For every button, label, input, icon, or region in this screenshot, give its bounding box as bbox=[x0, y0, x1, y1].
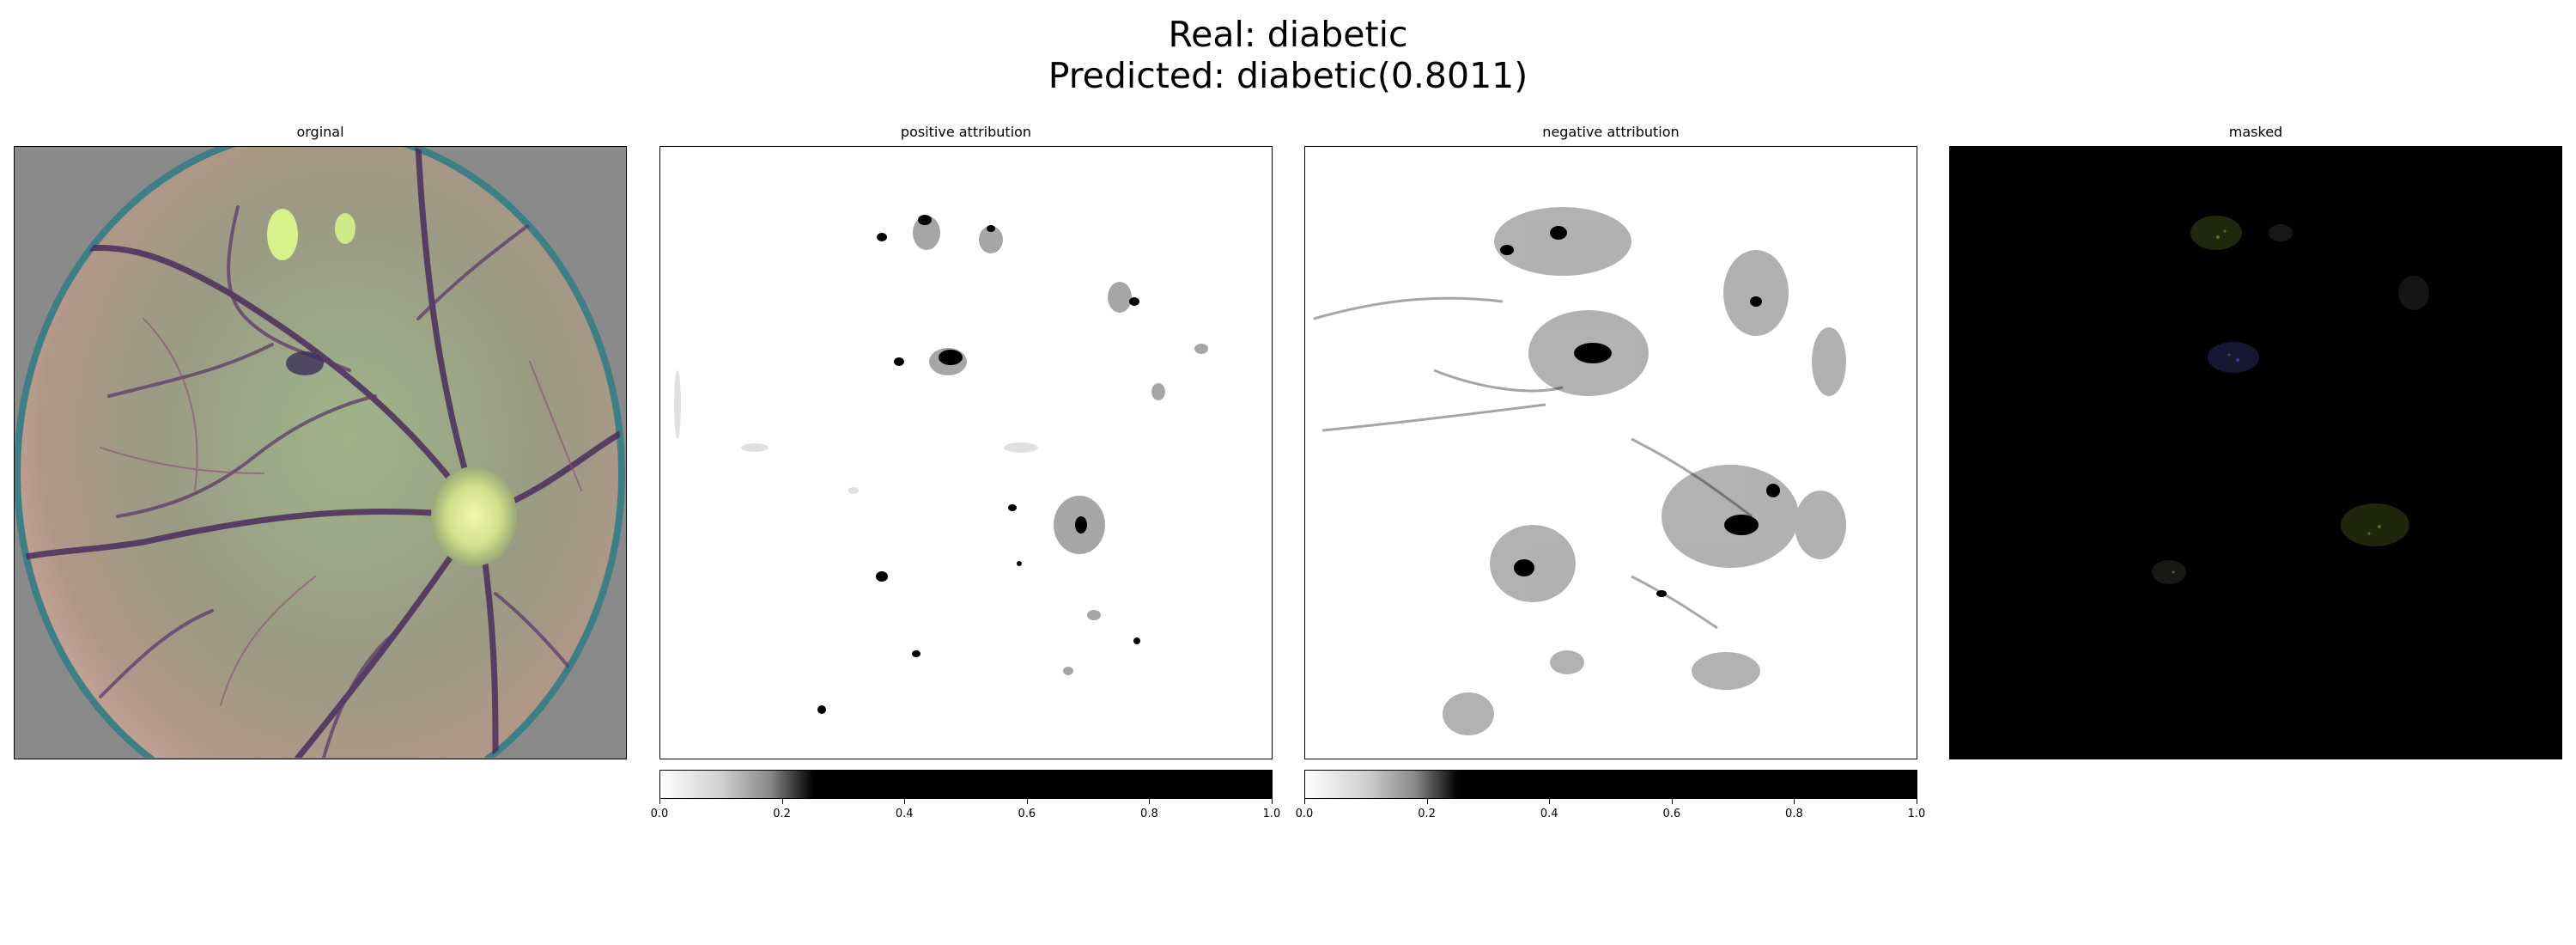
positive-attribution-panel bbox=[659, 146, 1273, 759]
title-real: Real: diabetic bbox=[1168, 14, 1408, 55]
fundus-image bbox=[15, 147, 625, 758]
colorbar-tick bbox=[659, 799, 660, 804]
colorbar-tick bbox=[1026, 799, 1028, 804]
negative-colorbar-ticks: 0.0 0.2 0.4 0.6 0.8 1.0 bbox=[1296, 799, 1925, 825]
colorbar-tick-label: 0.4 bbox=[1540, 808, 1558, 820]
negative-colorbar bbox=[1304, 770, 1917, 799]
title-predicted: Predicted: diabetic(0.8011) bbox=[1048, 55, 1528, 96]
panel-title-negative: negative attribution bbox=[1542, 124, 1680, 140]
masked-image bbox=[2152, 216, 2429, 584]
colorbar-tick bbox=[1149, 799, 1151, 804]
colorbar-tick-label: 0.2 bbox=[773, 808, 791, 820]
panel-title-original: orginal bbox=[296, 124, 344, 140]
colorbar-tick-label: 0.0 bbox=[650, 808, 669, 820]
colorbar-tick-label: 1.0 bbox=[1262, 808, 1281, 820]
colorbar-tick-label: 0.4 bbox=[895, 808, 914, 820]
positive-attribution-map bbox=[674, 215, 1208, 714]
colorbar-tick bbox=[1549, 799, 1551, 804]
original-image-panel bbox=[14, 146, 627, 759]
colorbar-tick-label: 0.8 bbox=[1785, 808, 1803, 820]
colorbar-tick bbox=[1794, 799, 1795, 804]
positive-colorbar-ticks: 0.0 0.2 0.4 0.6 0.8 1.0 bbox=[651, 799, 1280, 825]
masked-panel bbox=[1949, 146, 2562, 759]
colorbar-tick bbox=[904, 799, 906, 804]
colorbar-tick bbox=[1426, 799, 1428, 804]
colorbar-tick-label: 0.8 bbox=[1140, 808, 1158, 820]
panel-title-masked: masked bbox=[2228, 124, 2283, 140]
negative-attribution-map bbox=[1313, 207, 1846, 735]
colorbar-tick-label: 0.0 bbox=[1295, 808, 1314, 820]
colorbar-tick bbox=[781, 799, 783, 804]
colorbar-tick bbox=[1304, 799, 1305, 804]
colorbar-tick-label: 1.0 bbox=[1907, 808, 1926, 820]
colorbar-tick-label: 0.6 bbox=[1662, 808, 1681, 820]
colorbar-tick bbox=[1272, 799, 1273, 804]
panel-title-positive: positive attribution bbox=[900, 124, 1032, 140]
positive-colorbar bbox=[659, 770, 1273, 799]
colorbar-tick-label: 0.2 bbox=[1418, 808, 1436, 820]
colorbar-tick bbox=[1671, 799, 1673, 804]
negative-attribution-panel bbox=[1304, 146, 1917, 759]
colorbar-tick-label: 0.6 bbox=[1018, 808, 1036, 820]
